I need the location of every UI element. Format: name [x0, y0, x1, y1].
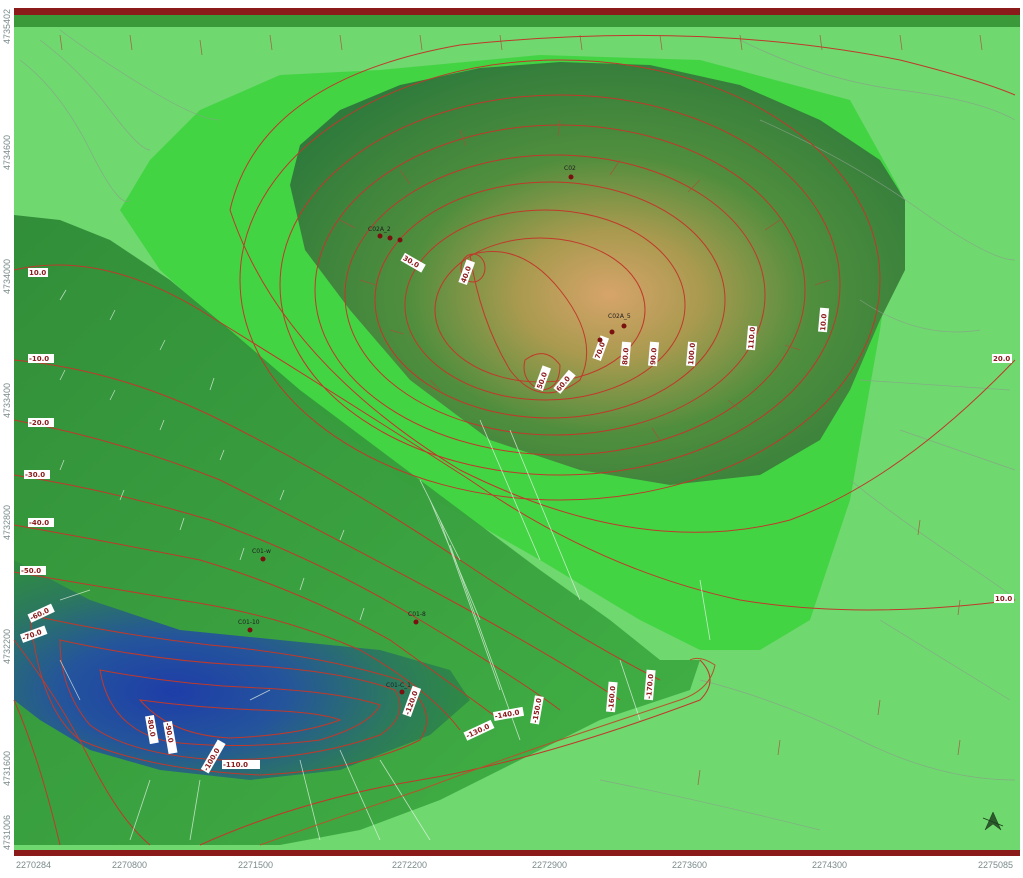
boundary-line	[259, 657, 716, 846]
svg-text:-20.0: -20.0	[29, 419, 49, 427]
svg-text:C02A_5: C02A_5	[608, 313, 631, 320]
svg-text:-10.0: -10.0	[29, 355, 49, 363]
svg-text:4732800: 4732800	[2, 505, 12, 540]
contour-label: 20.0	[992, 354, 1012, 363]
svg-text:4734000: 4734000	[2, 259, 12, 294]
svg-text:C01-10: C01-10	[238, 619, 260, 626]
contour-label: -160.0	[606, 681, 618, 713]
svg-text:-90.0: -90.0	[163, 722, 174, 743]
well-marker[interactable]: C02A_5	[597, 313, 631, 343]
x-axis: 2270284 2270800 2271500 2272200 2272900 …	[16, 860, 1013, 870]
well-marker[interactable]: C01-C_1	[386, 682, 411, 695]
svg-text:80.0: 80.0	[621, 347, 630, 365]
svg-text:-170.0: -170.0	[645, 673, 655, 699]
contour-label: -50.0	[20, 566, 46, 575]
contour-label: 90.0	[648, 341, 660, 367]
well-marker[interactable]: C02	[564, 165, 576, 180]
svg-text:10.0: 10.0	[995, 595, 1012, 603]
svg-text:4735402: 4735402	[2, 9, 12, 44]
svg-text:C01-8: C01-8	[408, 611, 426, 618]
svg-text:-50.0: -50.0	[21, 567, 41, 575]
svg-text:100.0: 100.0	[687, 342, 697, 365]
north-arrow-icon	[982, 811, 1004, 831]
contour-lines	[13, 34, 1016, 846]
svg-text:2274300: 2274300	[812, 860, 847, 870]
svg-text:4731006: 4731006	[2, 815, 12, 850]
well-marker[interactable]: C01-w	[252, 548, 271, 562]
svg-text:10.0: 10.0	[819, 313, 828, 331]
well-marker[interactable]: C01-10	[238, 619, 260, 633]
svg-text:4733400: 4733400	[2, 383, 12, 418]
bottom-bar	[14, 850, 1020, 856]
svg-text:90.0: 90.0	[649, 347, 658, 365]
svg-text:4731600: 4731600	[2, 751, 12, 786]
svg-text:C01-w: C01-w	[252, 548, 271, 555]
svg-text:2270800: 2270800	[112, 860, 147, 870]
contour-label: -30.0	[24, 470, 50, 479]
contour-label: -80.0	[145, 714, 159, 745]
contour-label: -110.0	[222, 760, 260, 769]
svg-text:-40.0: -40.0	[29, 519, 49, 527]
wells: C02 C02A_2 C02A_5 C01-w C01-10 C01-8	[238, 165, 631, 695]
svg-text:10.0: 10.0	[29, 269, 46, 277]
contour-label: -20.0	[28, 418, 54, 427]
contour-label: -170.0	[644, 669, 656, 701]
mound-zone	[290, 62, 905, 485]
flow-vectors	[59, 289, 711, 841]
contour-label: -40.0	[28, 518, 54, 527]
svg-text:C02: C02	[564, 165, 576, 172]
svg-text:110.0: 110.0	[747, 326, 757, 349]
svg-text:2273600: 2273600	[672, 860, 707, 870]
well-marker[interactable]: C01-8	[408, 611, 426, 625]
top-bar	[14, 8, 1020, 15]
svg-text:-160.0: -160.0	[607, 685, 617, 711]
top-band	[14, 15, 1020, 27]
contour-label: -90.0	[163, 720, 178, 755]
flow-vectors-dark	[59, 34, 983, 786]
svg-text:2272200: 2272200	[392, 860, 427, 870]
svg-text:2270284: 2270284	[16, 860, 51, 870]
contour-label: 110.0	[746, 325, 758, 351]
depression-zone	[14, 560, 470, 780]
contour-label: 10.0	[818, 307, 830, 333]
contour-label: -10.0	[28, 354, 54, 363]
svg-text:2271500: 2271500	[238, 860, 273, 870]
svg-text:20.0: 20.0	[993, 355, 1010, 363]
svg-text:-30.0: -30.0	[25, 471, 45, 479]
svg-text:-80.0: -80.0	[145, 716, 156, 737]
contour-label: 80.0	[620, 341, 632, 367]
terrain-lines	[19, 29, 1016, 831]
svg-text:2272900: 2272900	[532, 860, 567, 870]
svg-text:C01-C_1: C01-C_1	[386, 682, 411, 689]
svg-text:2275085: 2275085	[978, 860, 1013, 870]
contour-label: 100.0	[686, 341, 698, 367]
svg-text:C02A_2: C02A_2	[368, 226, 391, 233]
y-axis: 4735402 4734600 4734000 4733400 4732800 …	[2, 9, 12, 850]
contour-label: 10.0	[994, 594, 1014, 603]
svg-text:-110.0: -110.0	[223, 761, 248, 769]
svg-text:4732200: 4732200	[2, 629, 12, 664]
svg-text:4734600: 4734600	[2, 135, 12, 170]
well-marker[interactable]: C02A_2	[368, 226, 403, 243]
contour-label: 10.0	[28, 268, 48, 277]
